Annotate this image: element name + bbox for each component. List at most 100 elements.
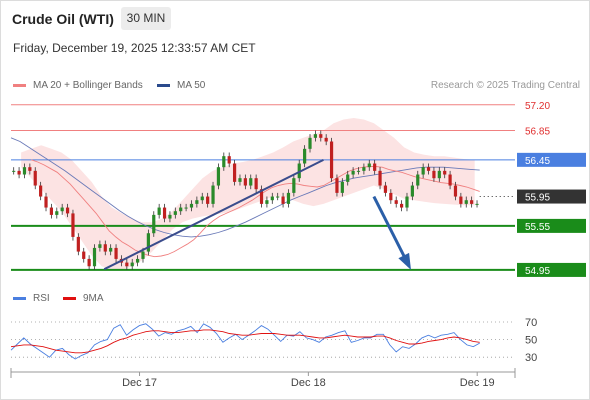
candle-body bbox=[189, 203, 194, 208]
candle-body bbox=[303, 148, 307, 164]
candle-body bbox=[351, 170, 355, 175]
candle-body bbox=[33, 170, 37, 186]
rsi-line bbox=[10, 323, 480, 360]
rsi-tick-label: 30 bbox=[525, 352, 537, 364]
candle-body bbox=[459, 196, 463, 204]
ma9-label: 9MA bbox=[83, 293, 104, 304]
candle-body bbox=[400, 203, 404, 208]
level-label-resistance: 57.20 bbox=[525, 101, 550, 112]
timeframe-badge[interactable]: 30 MIN bbox=[121, 7, 171, 30]
ma20-label: MA 20 + Bollinger Bands bbox=[33, 80, 143, 91]
level-label-pivot: 56.45 bbox=[525, 156, 550, 167]
candle-body bbox=[28, 167, 32, 171]
legend-ma20: MA 20 + Bollinger Bands bbox=[13, 80, 143, 91]
rsi-tick-label: 50 bbox=[525, 335, 537, 347]
candle-body bbox=[125, 262, 129, 267]
candle-body bbox=[389, 192, 393, 201]
candle-body bbox=[44, 196, 48, 208]
candle-body bbox=[195, 200, 199, 204]
candle-body bbox=[324, 137, 328, 142]
candle-body bbox=[286, 192, 291, 204]
level-box-support bbox=[517, 262, 586, 277]
candle-body bbox=[238, 178, 242, 182]
rsi-label: RSI bbox=[33, 293, 50, 304]
x-tick-label: Dec 18 bbox=[291, 377, 326, 389]
candle-body bbox=[206, 196, 210, 204]
candle-body bbox=[383, 185, 388, 193]
candle-body bbox=[470, 200, 474, 204]
level-box-pivot bbox=[517, 152, 586, 167]
level-box-last bbox=[517, 189, 586, 204]
ma20-line bbox=[31, 159, 480, 258]
legend-ma50: MA 50 bbox=[157, 80, 205, 91]
candle-body bbox=[378, 170, 382, 186]
candle-body bbox=[265, 200, 269, 204]
candle-body bbox=[432, 170, 436, 179]
level-box-support bbox=[517, 218, 586, 233]
candle-body bbox=[98, 244, 102, 248]
candle-body bbox=[362, 167, 366, 171]
level-label-support: 54.95 bbox=[525, 266, 550, 277]
candle-body bbox=[130, 262, 134, 267]
candle-body bbox=[410, 185, 414, 197]
instrument-title: Crude Oil (WTI) bbox=[12, 11, 114, 27]
candle-body bbox=[146, 233, 150, 252]
bollinger-band bbox=[21, 118, 475, 270]
candle-body bbox=[313, 134, 317, 138]
candle-body bbox=[227, 156, 231, 164]
candle-body bbox=[17, 170, 21, 175]
forecast-arrow-shaft bbox=[372, 195, 411, 267]
candle-body bbox=[421, 167, 425, 175]
candle-body bbox=[157, 207, 161, 215]
candle-body bbox=[211, 185, 215, 204]
candle-body bbox=[335, 178, 339, 193]
candle-body bbox=[340, 181, 344, 193]
candle-body bbox=[55, 211, 59, 215]
candle-body bbox=[426, 167, 431, 171]
ma50-swatch bbox=[157, 83, 170, 87]
candle-body bbox=[82, 251, 86, 259]
datetime-label: Friday, December 19, 2025 12:33:57 AM CE… bbox=[13, 41, 256, 55]
candle-body bbox=[329, 141, 334, 179]
candle-body bbox=[308, 137, 312, 149]
candle-body bbox=[270, 196, 274, 201]
rsi-ma-line bbox=[10, 329, 480, 354]
candle-body bbox=[12, 170, 16, 172]
candle-body bbox=[168, 214, 172, 219]
ma50-label: MA 50 bbox=[177, 80, 206, 91]
candle-body bbox=[200, 196, 204, 201]
ma50-line bbox=[10, 137, 480, 238]
rsi-tick-label: 70 bbox=[525, 317, 537, 329]
candle-body bbox=[416, 174, 420, 186]
candle-body bbox=[394, 200, 398, 204]
candle-body bbox=[65, 207, 70, 214]
candle-body bbox=[443, 170, 447, 175]
candle-body bbox=[109, 247, 113, 252]
candle-body bbox=[141, 251, 145, 259]
ma20-swatch bbox=[13, 83, 26, 87]
candle-body bbox=[281, 196, 285, 204]
candle-body bbox=[92, 247, 97, 267]
candle-body bbox=[356, 170, 361, 172]
candle-body bbox=[367, 163, 371, 168]
candle-body bbox=[373, 163, 377, 171]
candle-body bbox=[22, 167, 27, 175]
candle-body bbox=[162, 207, 167, 219]
candle-body bbox=[292, 178, 296, 193]
candle-body bbox=[39, 185, 43, 197]
level-label-resistance: 56.85 bbox=[525, 126, 550, 137]
level-label-last: 55.95 bbox=[525, 193, 550, 204]
x-tick-label: Dec 19 bbox=[460, 377, 495, 389]
candle-body bbox=[475, 203, 479, 205]
candle-body bbox=[87, 258, 91, 267]
candle-body bbox=[259, 189, 264, 204]
candle-body bbox=[346, 174, 350, 182]
candle-body bbox=[216, 167, 221, 186]
ma9-swatch bbox=[63, 296, 76, 300]
legend-rsi: RSI bbox=[13, 293, 50, 304]
candle-body bbox=[249, 178, 253, 186]
candle-body bbox=[173, 211, 177, 215]
rsi-swatch bbox=[13, 296, 26, 300]
candle-body bbox=[114, 247, 118, 259]
